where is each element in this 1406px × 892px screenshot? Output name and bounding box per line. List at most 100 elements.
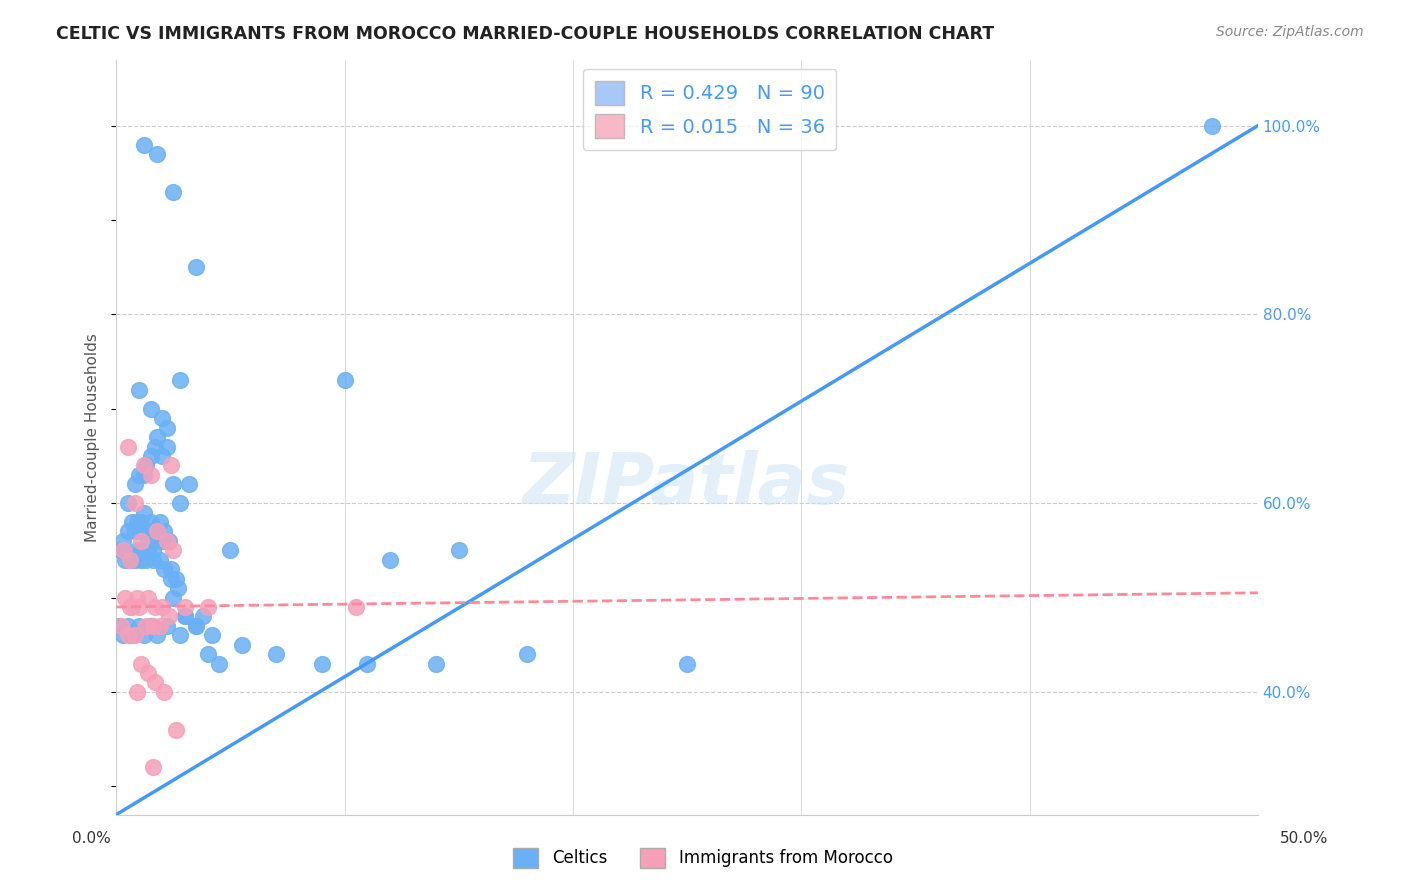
Point xyxy=(143,599,166,614)
Point xyxy=(112,543,135,558)
Point xyxy=(117,619,139,633)
Point xyxy=(117,628,139,642)
Point xyxy=(136,533,159,548)
Point xyxy=(356,657,378,671)
Point xyxy=(201,628,224,642)
Point xyxy=(425,657,447,671)
Point xyxy=(155,619,177,633)
Y-axis label: Married-couple Households: Married-couple Households xyxy=(86,333,100,541)
Point xyxy=(197,599,219,614)
Point xyxy=(155,420,177,434)
Point xyxy=(110,619,132,633)
Point xyxy=(160,562,183,576)
Point xyxy=(173,609,195,624)
Point xyxy=(165,572,187,586)
Point xyxy=(135,524,157,539)
Point xyxy=(344,599,367,614)
Point xyxy=(128,467,150,482)
Point xyxy=(132,137,155,152)
Point xyxy=(128,383,150,397)
Point xyxy=(121,515,143,529)
Point xyxy=(118,553,141,567)
Point xyxy=(169,628,191,642)
Point xyxy=(191,609,214,624)
Point xyxy=(150,449,173,463)
Point xyxy=(136,591,159,605)
Point xyxy=(157,609,180,624)
Point xyxy=(153,685,176,699)
Point xyxy=(157,533,180,548)
Point xyxy=(165,723,187,737)
Point xyxy=(139,467,162,482)
Point xyxy=(143,533,166,548)
Point xyxy=(128,524,150,539)
Point xyxy=(131,533,153,548)
Point xyxy=(142,543,165,558)
Point xyxy=(121,599,143,614)
Point xyxy=(173,609,195,624)
Point xyxy=(162,543,184,558)
Point xyxy=(132,458,155,473)
Text: Source: ZipAtlas.com: Source: ZipAtlas.com xyxy=(1216,25,1364,39)
Legend: Celtics, Immigrants from Morocco: Celtics, Immigrants from Morocco xyxy=(506,841,900,875)
Point xyxy=(121,628,143,642)
Point xyxy=(676,657,699,671)
Point xyxy=(160,458,183,473)
Point xyxy=(132,628,155,642)
Point xyxy=(197,647,219,661)
Point xyxy=(149,619,172,633)
Text: 0.0%: 0.0% xyxy=(72,831,111,846)
Point xyxy=(516,647,538,661)
Point xyxy=(139,449,162,463)
Point xyxy=(149,515,172,529)
Point xyxy=(118,599,141,614)
Point xyxy=(146,524,169,539)
Point xyxy=(139,401,162,416)
Point xyxy=(162,477,184,491)
Point xyxy=(162,591,184,605)
Point xyxy=(169,374,191,388)
Point xyxy=(333,374,356,388)
Point xyxy=(128,619,150,633)
Point xyxy=(131,515,153,529)
Point xyxy=(143,675,166,690)
Point xyxy=(107,619,129,633)
Point xyxy=(146,147,169,161)
Point xyxy=(131,543,153,558)
Point xyxy=(118,553,141,567)
Point xyxy=(131,553,153,567)
Point xyxy=(162,185,184,199)
Point xyxy=(110,543,132,558)
Point xyxy=(153,524,176,539)
Point xyxy=(142,524,165,539)
Point xyxy=(117,496,139,510)
Point xyxy=(118,553,141,567)
Point xyxy=(160,572,183,586)
Point xyxy=(311,657,333,671)
Point xyxy=(114,553,136,567)
Point xyxy=(125,591,148,605)
Point xyxy=(186,619,208,633)
Point xyxy=(139,619,162,633)
Point xyxy=(139,515,162,529)
Point xyxy=(135,619,157,633)
Point xyxy=(146,430,169,444)
Point xyxy=(131,657,153,671)
Point xyxy=(146,628,169,642)
Point xyxy=(117,440,139,454)
Point xyxy=(186,260,208,275)
Point xyxy=(1201,119,1223,133)
Point xyxy=(231,638,253,652)
Point xyxy=(117,524,139,539)
Point xyxy=(146,524,169,539)
Point xyxy=(132,467,155,482)
Point xyxy=(143,440,166,454)
Point xyxy=(125,515,148,529)
Point xyxy=(173,599,195,614)
Point xyxy=(186,619,208,633)
Point xyxy=(136,665,159,680)
Point xyxy=(112,628,135,642)
Point xyxy=(380,553,402,567)
Point xyxy=(112,533,135,548)
Point xyxy=(125,685,148,699)
